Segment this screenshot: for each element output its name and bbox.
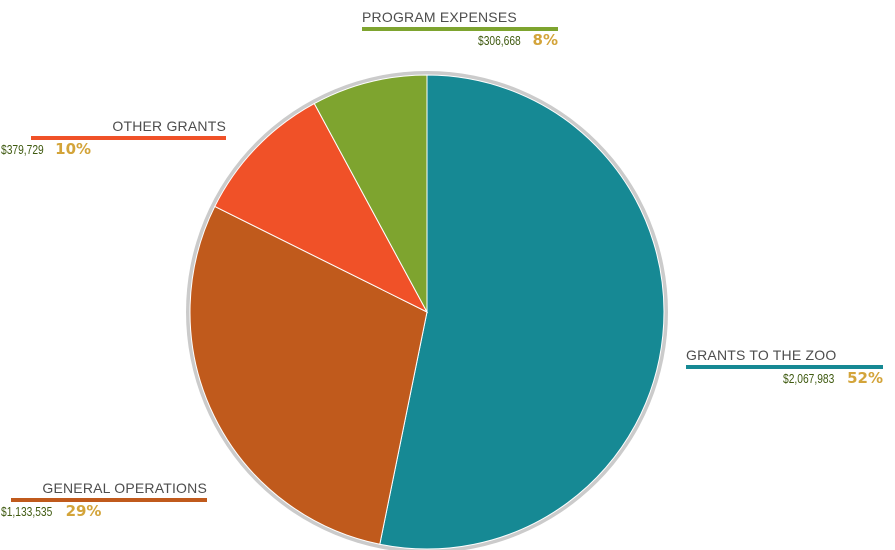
amount-line: $379,729 10% <box>1 140 226 159</box>
category-rule <box>31 136 226 140</box>
category-rule <box>686 365 883 369</box>
pie-slice-other-grants <box>214 102 429 314</box>
category-name: GRANTS TO THE ZOO <box>686 347 837 363</box>
label-general-operations: GENERAL OPERATIONS $1,133,535 29% <box>1 480 207 521</box>
pie-slice-general-operations <box>189 205 428 545</box>
pie-slice-program-expenses <box>313 74 428 313</box>
amount-line: $306,668 8% <box>362 31 558 50</box>
percent-value: 52% <box>847 369 883 387</box>
amount-line: $2,067,983 52% <box>686 369 883 388</box>
label-other-grants: OTHER GRANTS $379,729 10% <box>1 118 226 159</box>
amount-value: $306,668 <box>478 34 522 48</box>
category-rule <box>362 27 558 31</box>
percent-value: 29% <box>65 502 102 520</box>
amount-line: $1,133,535 29% <box>1 502 207 521</box>
category-rule <box>11 498 207 502</box>
amount-value: $2,067,983 <box>782 372 834 386</box>
pie-slices <box>189 74 665 550</box>
category-name: GENERAL OPERATIONS <box>42 480 207 496</box>
amount-value: $379,729 <box>1 143 44 157</box>
amount-value: $1,133,535 <box>1 505 53 519</box>
label-program-expenses: PROGRAM EXPENSES $306,668 8% <box>362 9 558 50</box>
percent-value: 8% <box>532 31 558 49</box>
category-name: PROGRAM EXPENSES <box>362 9 517 25</box>
label-grants-to-the-zoo: GRANTS TO THE ZOO $2,067,983 52% <box>686 347 883 388</box>
percent-value: 10% <box>55 140 92 158</box>
category-name: OTHER GRANTS <box>112 118 226 134</box>
pie-slice-grants-to-the-zoo <box>379 74 665 550</box>
